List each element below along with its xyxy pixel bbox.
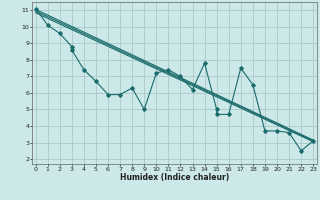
X-axis label: Humidex (Indice chaleur): Humidex (Indice chaleur): [120, 173, 229, 182]
